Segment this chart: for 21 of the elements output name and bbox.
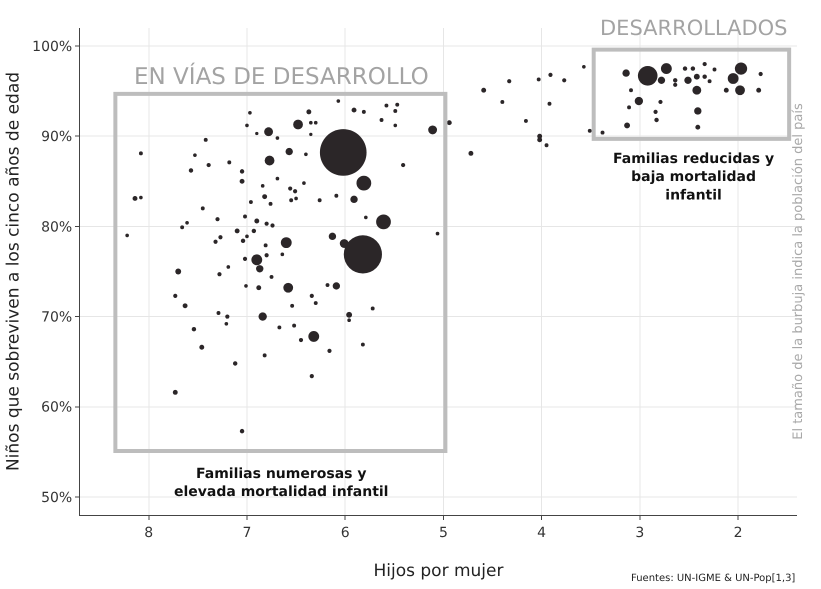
annotation: DESARROLLADOS (600, 16, 788, 40)
x-axis-title: Hijos por mujer (374, 561, 504, 581)
x-tick-label: 6 (340, 524, 350, 541)
x-tick-label: 3 (635, 524, 644, 541)
x-tick-label: 7 (242, 524, 252, 541)
annotation: Familias reducidas y baja mortalidad infantil (613, 151, 774, 204)
annotation: Familias numerosas y elevada mortalidad infantil (174, 466, 388, 500)
y-axis-title: Niños que sobreviven a los cinco años de edad (4, 72, 24, 472)
y-tick-label: 70% (41, 309, 72, 326)
x-tick-label: 4 (537, 524, 546, 541)
x-tick-label: 5 (438, 524, 448, 541)
y-tick-label: 60% (41, 400, 72, 416)
source-note: Fuentes: UN-IGME & UN-Pop[1,3] (631, 573, 796, 584)
y-tick-label: 100% (32, 38, 72, 55)
y-tick-label: 90% (41, 129, 72, 146)
annotation: El tamaño de la burbuja indica la población del país (790, 103, 806, 440)
x-tick-label: 2 (734, 524, 743, 541)
y-tick-label: 50% (41, 490, 72, 506)
y-tick-label: 80% (41, 219, 72, 236)
annotation: EN VÍAS DE DESARROLLO (134, 62, 429, 90)
x-tick-label: 8 (144, 524, 154, 541)
